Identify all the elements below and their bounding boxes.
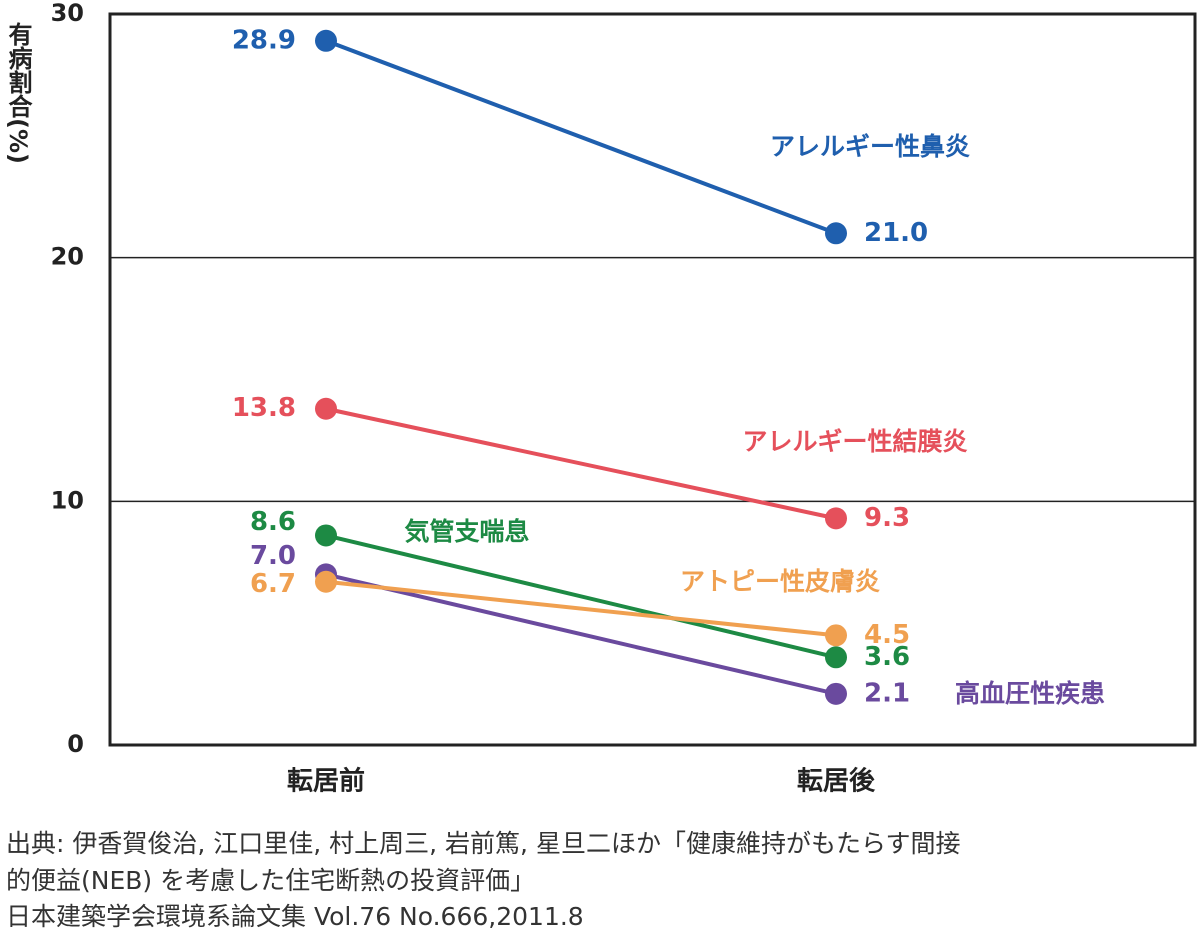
data-label: 13.8 [232, 393, 296, 423]
plot-frame [108, 12, 1197, 747]
data-label: 21.0 [864, 218, 928, 248]
series-name: アレルギー性鼻炎 [770, 132, 970, 161]
data-label: 6.7 [250, 569, 296, 599]
y-tick-label: 30 [51, 0, 84, 27]
data-point [315, 570, 337, 593]
data-label: 3.6 [864, 642, 910, 672]
data-point [315, 29, 337, 52]
data-label: 8.6 [250, 507, 296, 537]
data-label: 28.9 [232, 25, 296, 55]
data-point [825, 646, 847, 669]
source-text: 日本建築学会環境系論文集 Vol.76 No.666,2011.8 [6, 902, 584, 931]
series-line [325, 406, 837, 521]
data-point [315, 397, 337, 420]
series-line [325, 533, 837, 660]
x-tick-label: 転居後 [797, 766, 876, 797]
series-name: アトピー性皮膚炎 [680, 567, 880, 596]
data-label: 7.0 [250, 541, 296, 571]
series-line [325, 572, 837, 696]
series-line [325, 579, 837, 638]
data-label: 9.3 [864, 503, 910, 533]
data-point [825, 624, 847, 647]
series-name: 高血圧性疾患 [955, 679, 1105, 708]
data-point [825, 222, 847, 245]
data-label: 2.1 [864, 678, 910, 708]
y-axis-title: 有病割合(%) [4, 22, 32, 164]
data-point [825, 507, 847, 530]
series-name: アレルギー性結膜炎 [742, 427, 967, 456]
y-tick-label: 20 [51, 243, 84, 271]
data-label: 4.5 [864, 620, 910, 650]
data-point [825, 682, 847, 705]
series-line [325, 38, 837, 236]
source-text: 出典: 伊香賀俊治, 江口里佳, 村上周三, 岩前篤, 星旦二ほか「健康維持がも… [6, 829, 960, 858]
y-tick-label: 0 [67, 730, 84, 758]
source-text: 的便益(NEB) を考慮した住宅断熱の投資評価」 [6, 866, 535, 895]
series-name: 気管支喘息 [404, 517, 529, 546]
data-point [315, 524, 337, 547]
y-tick-label: 10 [51, 486, 84, 514]
x-tick-label: 転居前 [287, 766, 365, 797]
